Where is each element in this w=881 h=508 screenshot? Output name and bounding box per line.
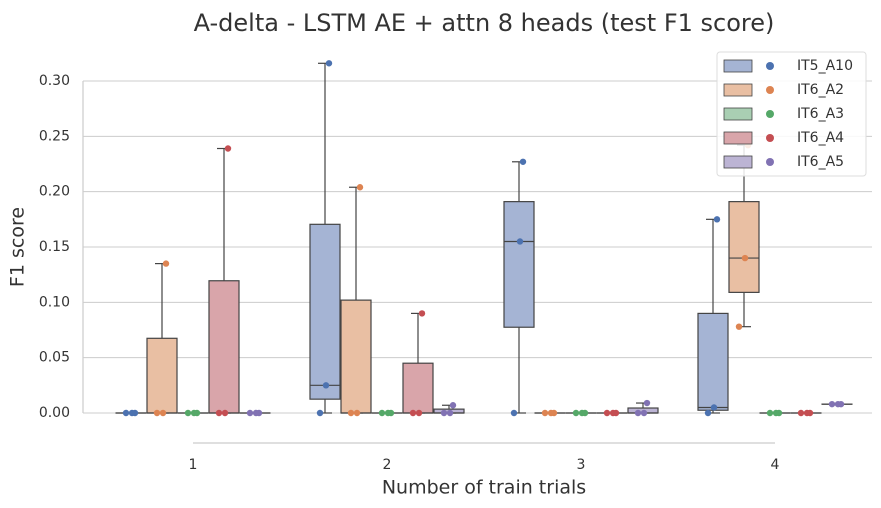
data-point — [353, 409, 361, 417]
legend-label: IT6_A5 — [797, 154, 844, 170]
legend-marker — [766, 158, 774, 166]
data-point — [828, 400, 836, 408]
box — [402, 362, 434, 414]
data-point — [710, 404, 718, 411]
data-point — [449, 402, 457, 409]
plot-area — [115, 60, 853, 417]
y-tick-label: 0.30 — [39, 73, 70, 89]
data-point — [215, 409, 223, 417]
legend-patch — [723, 83, 753, 97]
y-axis-label: F1 score — [7, 207, 29, 287]
legend-marker — [766, 86, 774, 94]
data-point — [766, 409, 774, 417]
legend-label: IT5_A10 — [797, 58, 853, 74]
box — [309, 223, 341, 400]
box — [340, 299, 372, 414]
legend-frame — [716, 51, 867, 177]
x-axis-label: Number of train trials — [382, 477, 586, 499]
x-tick-label: 2 — [383, 457, 392, 473]
data-point — [634, 409, 642, 417]
data-point — [612, 409, 620, 417]
box — [208, 280, 240, 414]
x-tick-label: 4 — [771, 457, 780, 473]
legend-patch — [723, 107, 753, 121]
data-point — [184, 409, 192, 417]
data-point — [440, 409, 448, 417]
data-point — [159, 409, 167, 417]
data-point — [519, 158, 527, 165]
data-point — [162, 260, 170, 267]
data-point — [221, 409, 229, 417]
y-tick-label: 0.20 — [39, 184, 70, 200]
x-tick-label: 1 — [189, 457, 198, 473]
data-point — [572, 409, 580, 417]
data-point — [541, 409, 549, 417]
y-tick-label: 0.00 — [39, 405, 70, 421]
legend-patch — [723, 59, 753, 73]
data-point — [387, 409, 395, 417]
data-point — [153, 409, 161, 417]
data-point — [122, 409, 130, 417]
data-point — [131, 409, 139, 417]
data-point — [224, 145, 232, 152]
legend-label: IT6_A3 — [797, 106, 844, 122]
data-point — [704, 409, 712, 417]
data-point — [797, 409, 805, 417]
data-point — [741, 254, 749, 262]
y-tick-label: 0.10 — [39, 294, 70, 310]
data-point — [255, 409, 263, 417]
y-tick-label: 0.05 — [39, 350, 70, 366]
data-point — [735, 323, 743, 330]
box — [697, 312, 729, 411]
data-point — [446, 409, 454, 417]
box — [146, 337, 178, 414]
data-point — [713, 216, 721, 223]
data-point — [603, 409, 611, 417]
data-point — [409, 409, 417, 417]
data-point — [356, 184, 364, 191]
legend-patch — [723, 131, 753, 145]
data-point — [837, 400, 845, 408]
y-tick-label: 0.25 — [39, 128, 70, 144]
x-tick-label: 3 — [577, 457, 586, 473]
legend-marker — [766, 62, 774, 70]
box — [728, 201, 760, 293]
legend-marker — [766, 110, 774, 118]
data-point — [347, 409, 355, 417]
data-point — [643, 399, 651, 407]
box — [503, 201, 535, 328]
data-point — [806, 409, 814, 417]
data-point — [510, 409, 518, 417]
legend-patch — [723, 155, 753, 169]
data-point — [775, 409, 783, 417]
data-point — [581, 409, 589, 417]
legend-label: IT6_A4 — [797, 130, 844, 146]
data-point — [516, 238, 524, 245]
data-point — [193, 409, 201, 417]
data-point — [415, 409, 423, 417]
data-point — [418, 310, 426, 317]
legend: IT5_A10 IT6_A2 IT6_A3 IT6_A4 IT6_A5 — [716, 51, 867, 177]
data-point — [322, 382, 330, 389]
chart-title: A-delta - LSTM AE + attn 8 heads (test F… — [194, 9, 775, 37]
y-tick-label: 0.15 — [39, 239, 70, 255]
data-point — [640, 409, 648, 417]
data-point — [246, 409, 254, 417]
data-point — [550, 409, 558, 417]
legend-marker — [766, 134, 774, 142]
legend-label: IT6_A2 — [797, 82, 844, 98]
data-point — [378, 409, 386, 417]
data-point — [325, 60, 333, 67]
data-point — [316, 409, 324, 417]
